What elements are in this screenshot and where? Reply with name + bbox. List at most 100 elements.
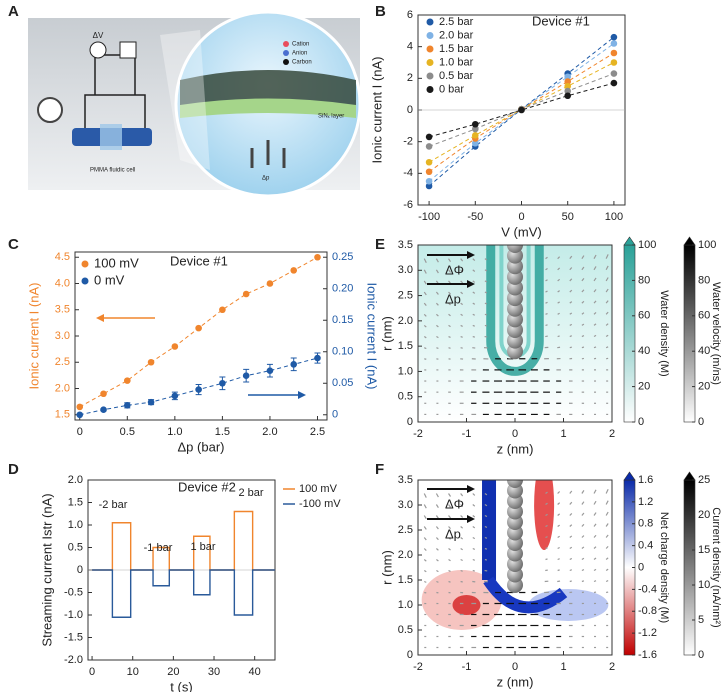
data-point	[219, 306, 226, 313]
y-axis-label: r (nm)	[379, 316, 394, 351]
panel-a: A ΔV Cation Anion Carbon SiNₓ layer PMMA…	[8, 3, 360, 196]
flow-vector	[449, 582, 451, 583]
colorbar	[624, 245, 635, 422]
data-point	[314, 355, 321, 362]
x-tick-label: 10	[127, 666, 139, 678]
y-tick-label: 4.5	[55, 251, 70, 263]
colorbar-tick-label: 5	[698, 614, 704, 626]
data-point	[172, 393, 179, 400]
axis-arrowhead	[96, 314, 104, 322]
colorbar-tick-label: 0	[638, 416, 644, 428]
flow-vector	[461, 571, 463, 572]
x-axis-label: t (s)	[170, 679, 192, 692]
voltage-label: ΔV	[93, 31, 104, 40]
panel-label: F	[375, 461, 384, 478]
data-point	[243, 291, 250, 298]
flow-vector	[582, 347, 584, 348]
flow-vector	[461, 348, 463, 349]
y2-tick-label: 0	[332, 409, 338, 421]
data-point	[426, 168, 433, 175]
y-tick-label: 2	[407, 72, 413, 84]
legend-label: 0.5 bar	[439, 70, 474, 82]
annotation: -1 bar	[144, 542, 173, 554]
colorbar-tick-label: 100	[698, 239, 716, 251]
x-tick-label: 2.5	[310, 426, 325, 438]
x-tick-label: -50	[467, 211, 483, 223]
colorbar-tick-label: -1.2	[638, 627, 657, 639]
annotation: -2 bar	[99, 499, 128, 511]
flow-vector	[424, 348, 426, 349]
pressure-label: Δp	[262, 176, 270, 182]
flow-vector	[485, 549, 487, 550]
colorbar-tick-label: 40	[698, 345, 710, 357]
x-tick-label: 20	[167, 666, 179, 678]
flow-vector	[485, 527, 487, 528]
flow-vector	[461, 582, 463, 583]
y-tick-label: 1.0	[68, 519, 83, 531]
legend-label: 100 mV	[299, 483, 338, 495]
flow-vector	[449, 571, 451, 572]
flow-vector	[594, 347, 596, 348]
series-line	[92, 570, 275, 617]
y-tick-label: -1.0	[64, 609, 83, 621]
legend-label: -100 mV	[299, 498, 341, 510]
legend-marker	[82, 278, 89, 285]
data-point	[611, 40, 618, 47]
annotation: 2 bar	[238, 487, 263, 499]
data-point	[426, 134, 433, 141]
y-tick-label: 0	[407, 649, 413, 661]
data-point	[426, 143, 433, 150]
y-tick-label: -0.5	[64, 586, 83, 598]
colorbar-tick-label: -1.6	[638, 649, 657, 661]
legend-dot	[283, 50, 289, 56]
chart-title: Device #2	[178, 479, 236, 494]
data-point	[611, 80, 618, 87]
y-tick-label: 0.5	[398, 391, 413, 403]
data-point	[426, 159, 433, 166]
y-axis-label: Ionic current I (nA)	[369, 57, 384, 164]
flow-vector	[461, 337, 463, 338]
annotation: 1 bar	[190, 541, 215, 553]
legend-label: 0 mV	[94, 272, 125, 287]
colorbar-tick-label: 20	[698, 381, 710, 393]
x-axis-label: z (nm)	[497, 674, 534, 689]
y-tick-label: 0.5	[398, 624, 413, 636]
x-tick-label: -2	[413, 661, 423, 673]
y-tick-label: 4.0	[55, 277, 70, 289]
flow-vector	[570, 336, 572, 337]
x-tick-label: -1	[462, 428, 472, 440]
y-tick-label: -1.5	[64, 631, 83, 643]
y-tick-label: -2.0	[64, 654, 83, 666]
colorbar	[684, 480, 695, 655]
x-tick-label: 0	[77, 426, 83, 438]
y-tick-label: 3.5	[55, 304, 70, 316]
voltage-source	[90, 42, 106, 58]
x-tick-label: 2	[609, 661, 615, 673]
flow-vector	[546, 537, 548, 538]
data-point	[148, 399, 155, 406]
flow-vector	[485, 538, 487, 539]
y2-axis-label: Ionic current I (nA)	[365, 283, 380, 390]
colorbar-tick-label: 60	[698, 310, 710, 322]
legend-label: 2.5 bar	[439, 16, 474, 28]
x-axis-label: z (nm)	[497, 441, 534, 456]
y-tick-label: -6	[403, 199, 413, 211]
legend-dot	[283, 41, 289, 47]
x-tick-label: 30	[208, 666, 220, 678]
data-point	[314, 254, 321, 261]
data-point	[472, 132, 479, 139]
colorbar-tick-label: 0	[638, 561, 644, 573]
y-tick-label: 1.5	[68, 496, 83, 508]
colorbar-label: Current density (nA/nm²)	[710, 507, 722, 627]
x-tick-label: 0	[512, 661, 518, 673]
annotation: ΔΦ	[445, 496, 464, 511]
data-point	[124, 402, 131, 409]
colorbar-tick-label: 0	[698, 649, 704, 661]
y-tick-label: 2.0	[55, 382, 70, 394]
y-tick-label: 6	[407, 9, 413, 21]
legend-marker	[427, 86, 434, 93]
x-tick-label: 0	[89, 666, 95, 678]
flow-vector	[473, 325, 475, 326]
